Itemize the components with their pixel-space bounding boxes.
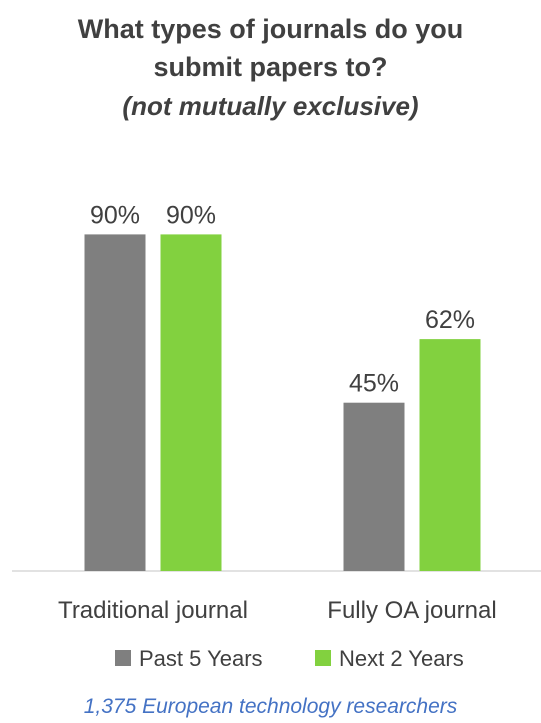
data-label: 90%	[90, 201, 140, 229]
footnote: 1,375 European technology researchers	[83, 695, 458, 718]
bar-next-0	[160, 234, 222, 571]
bar-next-1	[419, 339, 481, 571]
bar-past-0	[84, 234, 146, 571]
chart-subtitle: (not mutually exclusive)	[122, 91, 419, 121]
legend-swatch	[315, 650, 331, 666]
chart-title-line-1: What types of journals do you	[77, 14, 464, 44]
data-label: 45%	[349, 370, 399, 398]
legend-swatch	[115, 650, 131, 666]
data-label: 90%	[166, 201, 216, 229]
bar-chart: 90% 45% 90% 62% Traditional journal Fully OA …	[12, 201, 541, 671]
category-label: Traditional journal	[58, 597, 248, 624]
legend-label: Past 5 Years	[139, 646, 263, 671]
category-label: Fully OA journal	[327, 597, 496, 624]
bar-past-1	[343, 402, 405, 571]
data-label: 62%	[425, 306, 475, 334]
chart-title-line-2: submit papers to?	[153, 52, 388, 82]
legend-label: Next 2 Years	[339, 646, 464, 671]
